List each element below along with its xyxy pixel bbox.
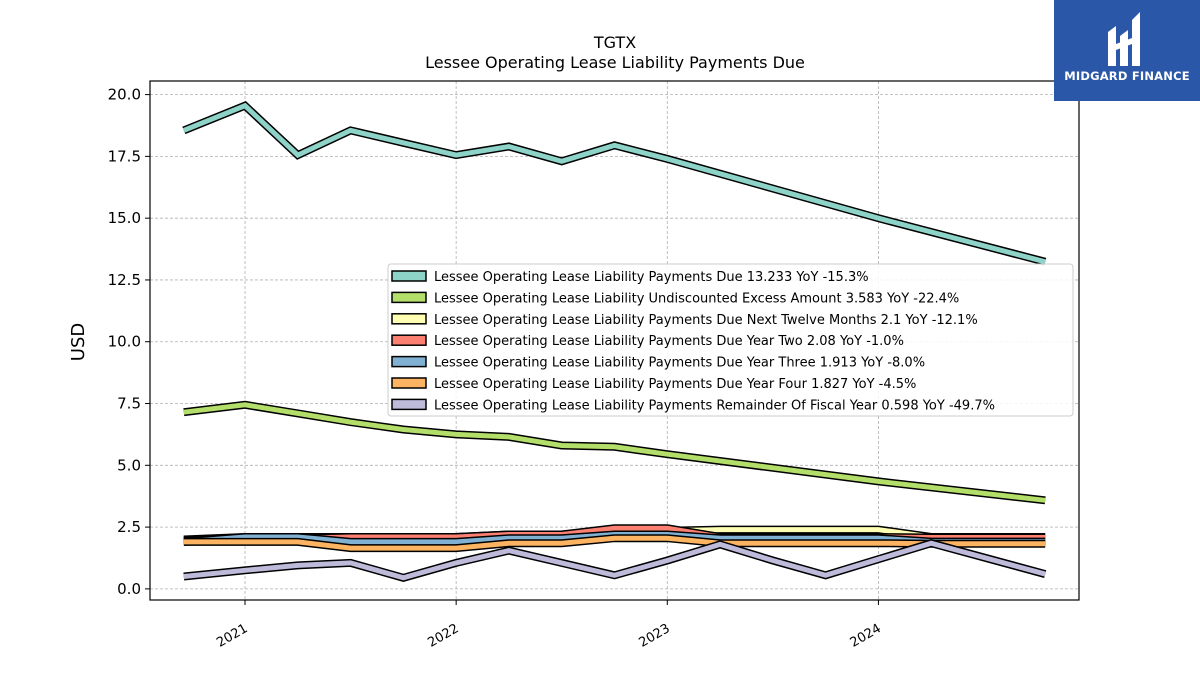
legend-label-1: Lessee Operating Lease Liability Payment… <box>434 270 869 285</box>
series-line-7 <box>183 540 1046 581</box>
x-tick-label: 2022 <box>425 621 461 651</box>
series-layer <box>182 101 1047 582</box>
legend-swatch-6 <box>391 377 427 389</box>
x-axis-ticks: 2021 2022 2023 2024 <box>214 600 884 651</box>
midgard-logo-icon <box>1108 12 1140 66</box>
legend-label-5: Lessee Operating Lease Liability Payment… <box>434 356 925 371</box>
y-tick-label: 0.0 <box>117 580 141 598</box>
y-tick-label: 15.0 <box>108 209 141 227</box>
series-line-2 <box>183 402 1046 503</box>
y-tick-label: 20.0 <box>108 86 141 104</box>
y-tick-label: 10.0 <box>108 333 141 351</box>
legend-label-3: Lessee Operating Lease Liability Payment… <box>434 313 978 328</box>
legend-swatch-7 <box>391 398 427 411</box>
legend-swatch-1 <box>391 270 427 282</box>
y-axis-label: USD <box>68 323 89 361</box>
series-line-1 <box>182 102 1046 265</box>
series-outline-1 <box>182 101 1047 266</box>
y-tick-label: 12.5 <box>108 271 141 289</box>
legend-label-4: Lessee Operating Lease Liability Payment… <box>434 334 904 349</box>
chart-title: TGTX <box>593 33 636 52</box>
legend-label-6: Lessee Operating Lease Liability Payment… <box>434 377 916 392</box>
plot-frame <box>149 80 1080 601</box>
chart-subtitle: Lessee Operating Lease Liability Payment… <box>425 53 805 72</box>
y-tick-label: 2.5 <box>117 518 141 536</box>
legend-swatch-4 <box>391 334 427 346</box>
y-tick-label: 17.5 <box>108 147 141 165</box>
brand-name: MIDGARD FINANCE <box>1064 69 1190 83</box>
legend-label-2: Lessee Operating Lease Liability Undisco… <box>434 291 959 306</box>
x-tick-label: 2023 <box>637 621 673 651</box>
legend-swatch-5 <box>391 355 427 368</box>
legend-box <box>387 263 1074 417</box>
brand-logo: MIDGARD FINANCE <box>1054 0 1200 101</box>
y-tick-label: 7.5 <box>117 395 141 413</box>
grid-lines <box>150 81 1079 600</box>
legend-swatch-3 <box>391 313 427 325</box>
legend-label-7: Lessee Operating Lease Liability Payment… <box>434 398 995 413</box>
x-tick-label: 2021 <box>214 621 250 651</box>
series-line-6 <box>183 535 1046 551</box>
y-tick-label: 5.0 <box>117 456 141 474</box>
legend-swatch-2 <box>391 291 427 304</box>
series-line-5 <box>183 532 1046 545</box>
y-axis-ticks: 0.0 2.5 5.0 7.5 10.0 12.5 15.0 17.5 20.0 <box>108 86 150 598</box>
legend: Lessee Operating Lease Liability Payment… <box>387 263 1074 417</box>
x-tick-label: 2024 <box>848 621 884 651</box>
